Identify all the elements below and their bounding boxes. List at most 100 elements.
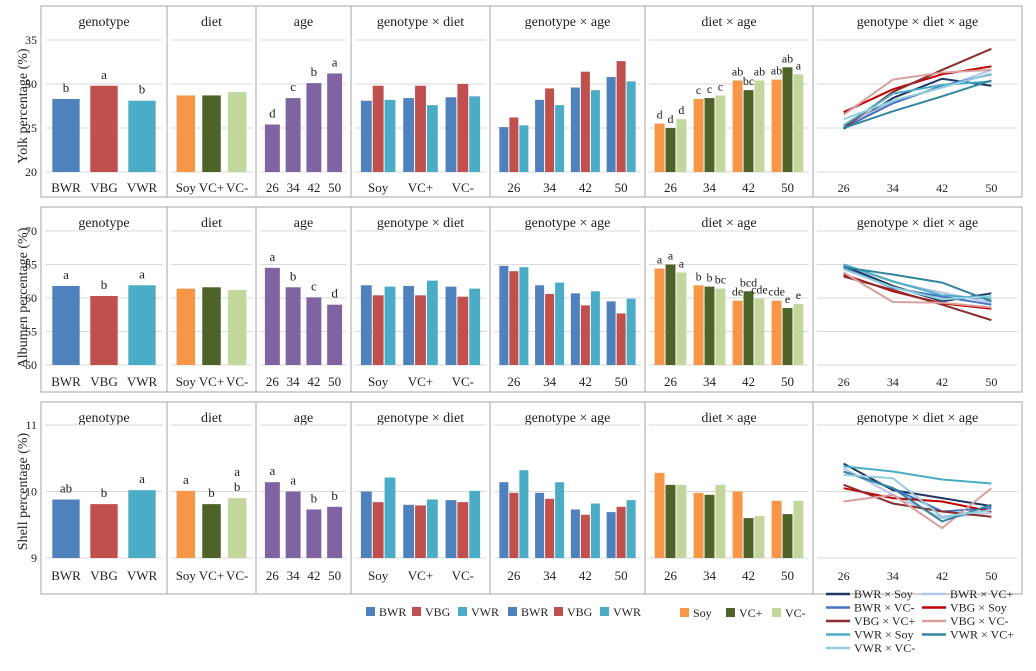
x-tick-label: 26: [838, 181, 850, 195]
bar-genotype-age-BWR-34: [535, 492, 545, 558]
line-vwr-vc+: [843, 79, 992, 129]
bar-genotype-diet-BWR-Soy: [360, 100, 372, 172]
bar-genotype-diet-VWR-VC-: [469, 490, 481, 558]
significance-letter: b: [290, 268, 297, 283]
bar-genotype-VWR: [128, 100, 156, 172]
bar-diet-age-Soy-26: [654, 123, 665, 172]
bar-diet-age-VC+-50: [782, 514, 793, 558]
bar-genotype-age-VBG-26: [509, 492, 519, 558]
legend-label: Soy: [693, 606, 712, 620]
bar-diet-age-VC+-42: [743, 291, 754, 365]
bar-genotype-diet-VWR-Soy: [384, 286, 396, 365]
significance-letter: d: [331, 286, 338, 301]
panel-title: genotype: [78, 411, 129, 426]
y-tick-label: 50: [25, 358, 37, 372]
bar-diet-VC-: [227, 91, 247, 172]
x-tick-label: 26: [266, 568, 280, 583]
legend-label: VWR: [613, 605, 641, 619]
significance-letter: bcd: [740, 275, 757, 289]
bar-genotype-age-VBG-50: [616, 313, 626, 365]
x-tick-label: 34: [887, 375, 899, 389]
x-tick-label: 26: [507, 568, 521, 583]
bar-diet-age-VC--50: [793, 74, 804, 172]
bar-diet-VC-: [227, 498, 247, 558]
bar-genotype-age-VBG-42: [580, 305, 590, 365]
bar-age-50: [327, 304, 343, 365]
legend-swatch: [772, 608, 781, 617]
x-tick-label: VC-: [226, 568, 248, 583]
bar-genotype-BWR: [52, 98, 80, 172]
panel-title: genotype × diet × age: [857, 15, 979, 30]
x-tick-label: 50: [781, 180, 794, 195]
line-vbg-vc+: [843, 275, 992, 322]
x-tick-label: VC+: [199, 374, 224, 389]
significance-letter: b: [234, 479, 241, 494]
x-tick-label: 50: [615, 180, 628, 195]
legend-swatch: [366, 607, 375, 616]
x-tick-label: 34: [543, 568, 557, 583]
significance-letter: b: [331, 488, 338, 503]
bar-genotype-age-VWR-50: [626, 500, 636, 558]
panel-diet: diet Soy VC+ VC-: [166, 206, 257, 393]
legend-label: BWR × VC-: [854, 601, 915, 615]
bar-diet-Soy: [176, 490, 196, 558]
bar-diet-age-VC--42: [754, 298, 765, 365]
legend-label: VBG: [567, 605, 593, 619]
legend-label: BWR: [379, 605, 406, 619]
bar-genotype-age-BWR-42: [570, 509, 580, 558]
x-tick-label: VWR: [127, 374, 158, 389]
bar-diet-age-Soy-50: [771, 300, 782, 365]
bar-age-42: [306, 509, 322, 558]
bar-age-42: [306, 297, 322, 365]
significance-letter: d: [678, 103, 684, 117]
line-vwr-soy: [843, 465, 992, 485]
x-tick-label: Soy: [176, 568, 197, 583]
bar-genotype-age-VWR-50: [626, 81, 636, 172]
x-tick-label: 26: [266, 180, 280, 195]
bar-genotype-diet-VBG-Soy: [372, 502, 384, 558]
x-tick-label: 26: [838, 569, 850, 583]
chart-row-0: Yolk percentage (%)20 25 30 35 genotype BWR b V…: [16, 5, 1023, 198]
bar-genotype-diet-BWR-VC+: [403, 98, 415, 172]
significance-letter: bc: [715, 273, 726, 287]
legend-label: VC-: [785, 606, 806, 620]
panel-diet: diet Soy VC+ VC-: [166, 5, 257, 198]
bar-age-34: [285, 287, 301, 365]
panel-title: genotype × age: [525, 216, 611, 231]
bar-diet-age-VC--26: [676, 119, 687, 172]
significance-letter: b: [208, 485, 215, 500]
significance-letter: cde: [768, 285, 785, 299]
x-tick-label: VC+: [408, 374, 433, 389]
significance-letter: d: [657, 108, 663, 122]
panel-genotype-age: genotype × age 26 34 42 50: [489, 401, 646, 595]
bar-genotype-age-BWR-26: [499, 127, 509, 172]
x-tick-label: 50: [985, 181, 997, 195]
bar-diet-age-VC--26: [676, 484, 687, 558]
x-tick-label: 50: [781, 568, 794, 583]
bar-genotype-age-VBG-34: [545, 88, 555, 172]
significance-letter: b: [139, 82, 146, 97]
bar-genotype-diet-VBG-VC+: [415, 505, 426, 558]
x-tick-label: 42: [579, 180, 592, 195]
bar-genotype-age-BWR-34: [535, 99, 545, 172]
x-tick-label: 34: [543, 180, 557, 195]
panel-title: genotype × diet: [377, 15, 464, 30]
x-tick-label: 34: [287, 180, 301, 195]
x-tick-label: 26: [664, 374, 678, 389]
x-tick-label: VC+: [408, 180, 433, 195]
bar-diet-age-VC+-50: [782, 308, 793, 365]
bar-diet-age-VC+-50: [782, 67, 793, 172]
bar-genotype-diet-VBG-Soy: [372, 295, 384, 365]
significance-letter: a: [139, 471, 145, 486]
significance-letter: a: [290, 473, 296, 488]
significance-letter: c: [696, 83, 701, 97]
bar-diet-VC+: [202, 287, 221, 365]
x-tick-label: 42: [936, 181, 948, 195]
significance-letter: a: [668, 249, 674, 263]
panel-title: age: [294, 15, 313, 30]
panel-genotype-diet: genotype × diet Soy VC+ VC-: [350, 206, 491, 393]
x-tick-label: Soy: [368, 180, 389, 195]
panel-title: genotype × diet × age: [857, 216, 979, 231]
bar-genotype-diet-VWR-VC+: [426, 105, 438, 172]
